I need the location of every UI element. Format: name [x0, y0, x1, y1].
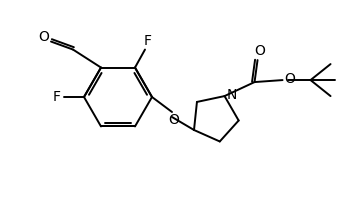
Text: O: O [254, 44, 265, 58]
Text: N: N [226, 88, 237, 102]
Text: O: O [169, 113, 179, 127]
Text: O: O [284, 72, 295, 86]
Text: O: O [39, 30, 50, 44]
Text: F: F [144, 34, 152, 48]
Text: F: F [53, 90, 61, 104]
